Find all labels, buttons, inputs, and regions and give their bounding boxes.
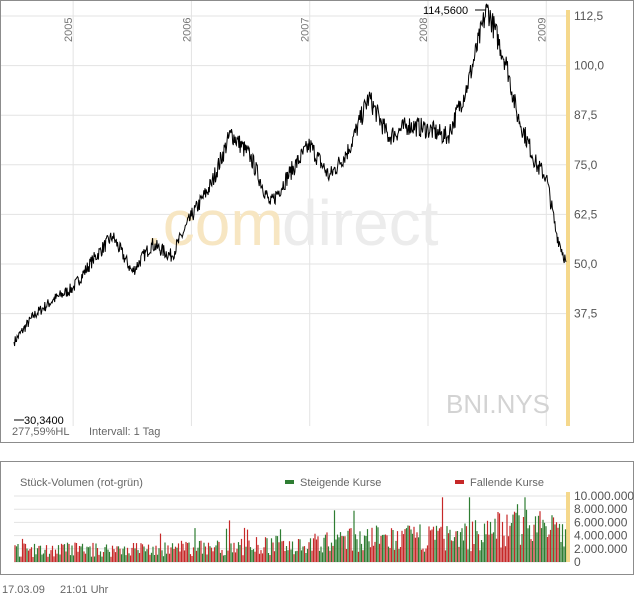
ticker-label: BNI.NYS bbox=[446, 389, 550, 419]
volume-y-tick-label: 2.000.000 bbox=[574, 542, 628, 556]
volume-axis-highlight bbox=[566, 492, 570, 562]
price-y-tick-label: 75,0 bbox=[574, 158, 598, 172]
low-marker: 30,3400 bbox=[14, 415, 64, 427]
stats-label: 277,59%HL bbox=[12, 426, 70, 438]
low-label: 30,3400 bbox=[24, 415, 64, 427]
legend-falling-swatch bbox=[455, 480, 464, 484]
legend-falling-label: Fallende Kurse bbox=[470, 477, 544, 489]
price-y-tick-label: 37,5 bbox=[574, 307, 598, 321]
watermark-text-2: direct bbox=[282, 187, 439, 259]
year-label: 2005 bbox=[63, 18, 75, 42]
price-y-tick-label: 112,5 bbox=[574, 9, 603, 23]
volume-y-tick-label: 6.000.000 bbox=[574, 515, 628, 529]
price-y-tick-label: 62,5 bbox=[574, 207, 598, 221]
footer-date: 17.03.09 bbox=[2, 584, 45, 596]
price-axis-highlight bbox=[566, 10, 570, 426]
high-label: 114,5600 bbox=[423, 5, 468, 17]
price-line bbox=[13, 3, 567, 347]
high-marker: 114,5600 bbox=[423, 5, 486, 17]
year-label: 2007 bbox=[300, 18, 312, 42]
price-series bbox=[13, 3, 567, 347]
price-y-tick-label: 100,0 bbox=[574, 59, 604, 73]
volume-y-ticks: 10.000.0008.000.0006.000.0004.000.0002.0… bbox=[574, 489, 634, 569]
year-labels: 2005 2006 2007 2008 2009 bbox=[63, 18, 548, 42]
volume-y-tick-label: 0 bbox=[574, 555, 581, 569]
legend-rising-label: Steigende Kurse bbox=[300, 477, 381, 489]
price-panel: .com direct BNI.NYS 112,5 100,0 87,5 75,0 62… bbox=[0, 0, 634, 443]
legend-rising: Steigende Kurse bbox=[285, 477, 381, 489]
volume-y-tick-label: 8.000.000 bbox=[574, 502, 628, 516]
volume-bars bbox=[14, 497, 567, 562]
year-label: 2009 bbox=[536, 18, 548, 42]
volume-panel: Stück-Volumen (rot-grün) Steigende Kurse… bbox=[0, 461, 634, 575]
footer-time: 21:01 Uhr bbox=[60, 584, 109, 596]
year-label: 2006 bbox=[181, 18, 193, 42]
volume-y-tick-label: 4.000.000 bbox=[574, 529, 628, 543]
volume-title: Stück-Volumen (rot-grün) bbox=[20, 477, 143, 489]
legend-rising-swatch bbox=[285, 480, 294, 484]
price-y-tick-label: 87,5 bbox=[574, 108, 598, 122]
watermark-text-1: .com bbox=[145, 187, 284, 259]
interval-label: Intervall: 1 Tag bbox=[89, 426, 160, 438]
price-gridlines bbox=[1, 15, 566, 315]
price-y-ticks: 112,5 100,0 87,5 75,0 62,5 50,0 37,5 bbox=[574, 9, 604, 321]
legend-falling: Fallende Kurse bbox=[455, 477, 544, 489]
price-panel-frame bbox=[0, 0, 634, 443]
volume-y-tick-label: 10.000.000 bbox=[574, 489, 634, 503]
year-label: 2008 bbox=[418, 18, 430, 42]
price-y-tick-label: 50,0 bbox=[574, 257, 598, 271]
watermark: .com direct bbox=[145, 187, 439, 259]
